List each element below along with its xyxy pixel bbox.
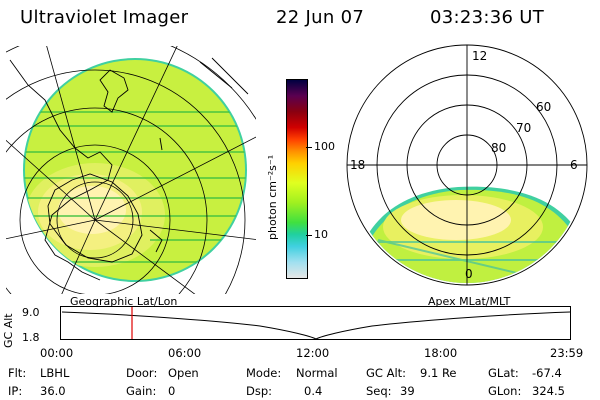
- seq-label: Seq:: [366, 384, 392, 398]
- mode-label: Mode:: [246, 366, 282, 380]
- magnetic-polar-plot: 12 18 6 0 60 70 80: [346, 44, 588, 286]
- mlat-grid: [346, 44, 588, 286]
- time-tick-3: 18:00: [424, 346, 458, 360]
- altitude-tick-high: 9.0: [22, 306, 40, 319]
- mlt-label-0: 0: [465, 267, 473, 281]
- time-tick-1: 06:00: [168, 346, 202, 360]
- mlt-label-12: 12: [472, 49, 487, 63]
- colorbar: [286, 79, 308, 279]
- time-tick-2: 12:00: [296, 346, 330, 360]
- colorbar-tick-100: [306, 147, 312, 148]
- glat-value: -67.4: [532, 366, 562, 380]
- gain-value: 0: [168, 384, 176, 398]
- magnetic-map-label: Apex MLat/MLT: [428, 295, 511, 308]
- mlat-label-70: 70: [516, 121, 531, 135]
- seq-value: 39: [400, 384, 415, 398]
- dsp-label: Dsp:: [246, 384, 273, 398]
- colorbar-tick-label-10: 10: [314, 228, 328, 241]
- altitude-axis-label: GC Alt: [2, 313, 15, 348]
- colorbar-unit-label: photon cm⁻²s⁻¹: [266, 154, 279, 240]
- altitude-plot-frame: [60, 306, 571, 340]
- gc-alt-value: 9.1 Re: [420, 366, 457, 380]
- glat-label: GLat:: [488, 366, 519, 380]
- geographic-map-label: Geographic Lat/Lon: [70, 295, 178, 308]
- app-title: Ultraviolet Imager: [20, 7, 189, 28]
- mlat-label-80: 80: [491, 141, 506, 155]
- gc-alt-label: GC Alt:: [366, 366, 407, 380]
- auroral-oval: [358, 186, 578, 283]
- time-label: 03:23:36 UT: [430, 7, 545, 28]
- door-label: Door:: [126, 366, 158, 380]
- filter-label: Flt:: [8, 366, 27, 380]
- mlt-label-6: 6: [570, 158, 578, 172]
- lat-lon-grid: [6, 46, 256, 294]
- mlat-label-60: 60: [536, 100, 551, 114]
- glon-label: GLon:: [488, 384, 522, 398]
- time-tick-4: 23:59: [550, 346, 584, 360]
- dsp-value: 0.4: [304, 384, 323, 398]
- filter-value: LBHL: [40, 366, 70, 380]
- time-tick-0: 00:00: [40, 346, 74, 360]
- altitude-plot: [60, 306, 571, 340]
- glon-value: 324.5: [532, 384, 565, 398]
- altitude-curve: [61, 311, 571, 340]
- auroral-intensity: [24, 111, 246, 267]
- ip-label: IP:: [8, 384, 23, 398]
- ip-value: 36.0: [40, 384, 66, 398]
- gain-label: Gain:: [126, 384, 157, 398]
- date-label: 22 Jun 07: [276, 7, 365, 28]
- colorbar-tick-label-100: 100: [314, 140, 335, 153]
- door-value: Open: [168, 366, 199, 380]
- mode-value: Normal: [296, 366, 338, 380]
- colorbar-tick-10: [306, 235, 312, 236]
- geographic-map: [6, 46, 256, 294]
- coastlines: [9, 57, 249, 281]
- altitude-tick-low: 1.8: [22, 331, 40, 344]
- mlt-label-18: 18: [350, 158, 365, 172]
